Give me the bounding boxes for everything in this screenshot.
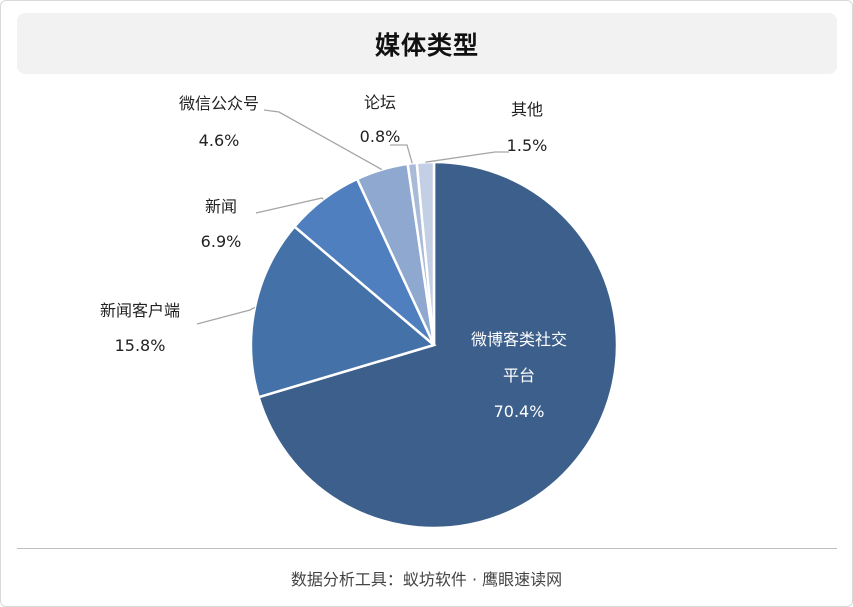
leader-line — [263, 109, 383, 171]
slice-percent-label: 1.5% — [507, 136, 548, 155]
pie-slice — [249, 224, 437, 399]
leader-line — [196, 306, 256, 325]
slice-label: 其他 — [511, 100, 543, 119]
footer-source: 数据分析工具：蚁坊软件 · 鹰眼速读网 — [290, 570, 563, 589]
slice-label: 微信公众号 — [179, 94, 259, 113]
leader-line — [255, 197, 324, 214]
slice-percent-label: 6.9% — [201, 232, 242, 251]
title-bar: 媒体类型 — [17, 13, 837, 74]
slice-percent-label: 70.4% — [494, 402, 545, 421]
pie-slice — [257, 160, 619, 530]
chart-title: 媒体类型 — [374, 30, 479, 60]
leader-line — [390, 144, 413, 164]
slice-percent-label: 4.6% — [199, 131, 240, 150]
footer-divider — [17, 548, 837, 549]
slice-label: 平台 — [503, 366, 535, 385]
slice-percent-label: 15.8% — [115, 336, 166, 355]
slice-label: 新闻客户端 — [100, 301, 180, 320]
pie-slice — [415, 160, 436, 346]
slice-percent-label: 0.8% — [360, 127, 401, 146]
slice-label: 论坛 — [364, 93, 396, 112]
slice-label: 微博客类社交 — [471, 330, 567, 349]
slice-label: 新闻 — [205, 197, 237, 216]
leader-line — [425, 151, 509, 163]
